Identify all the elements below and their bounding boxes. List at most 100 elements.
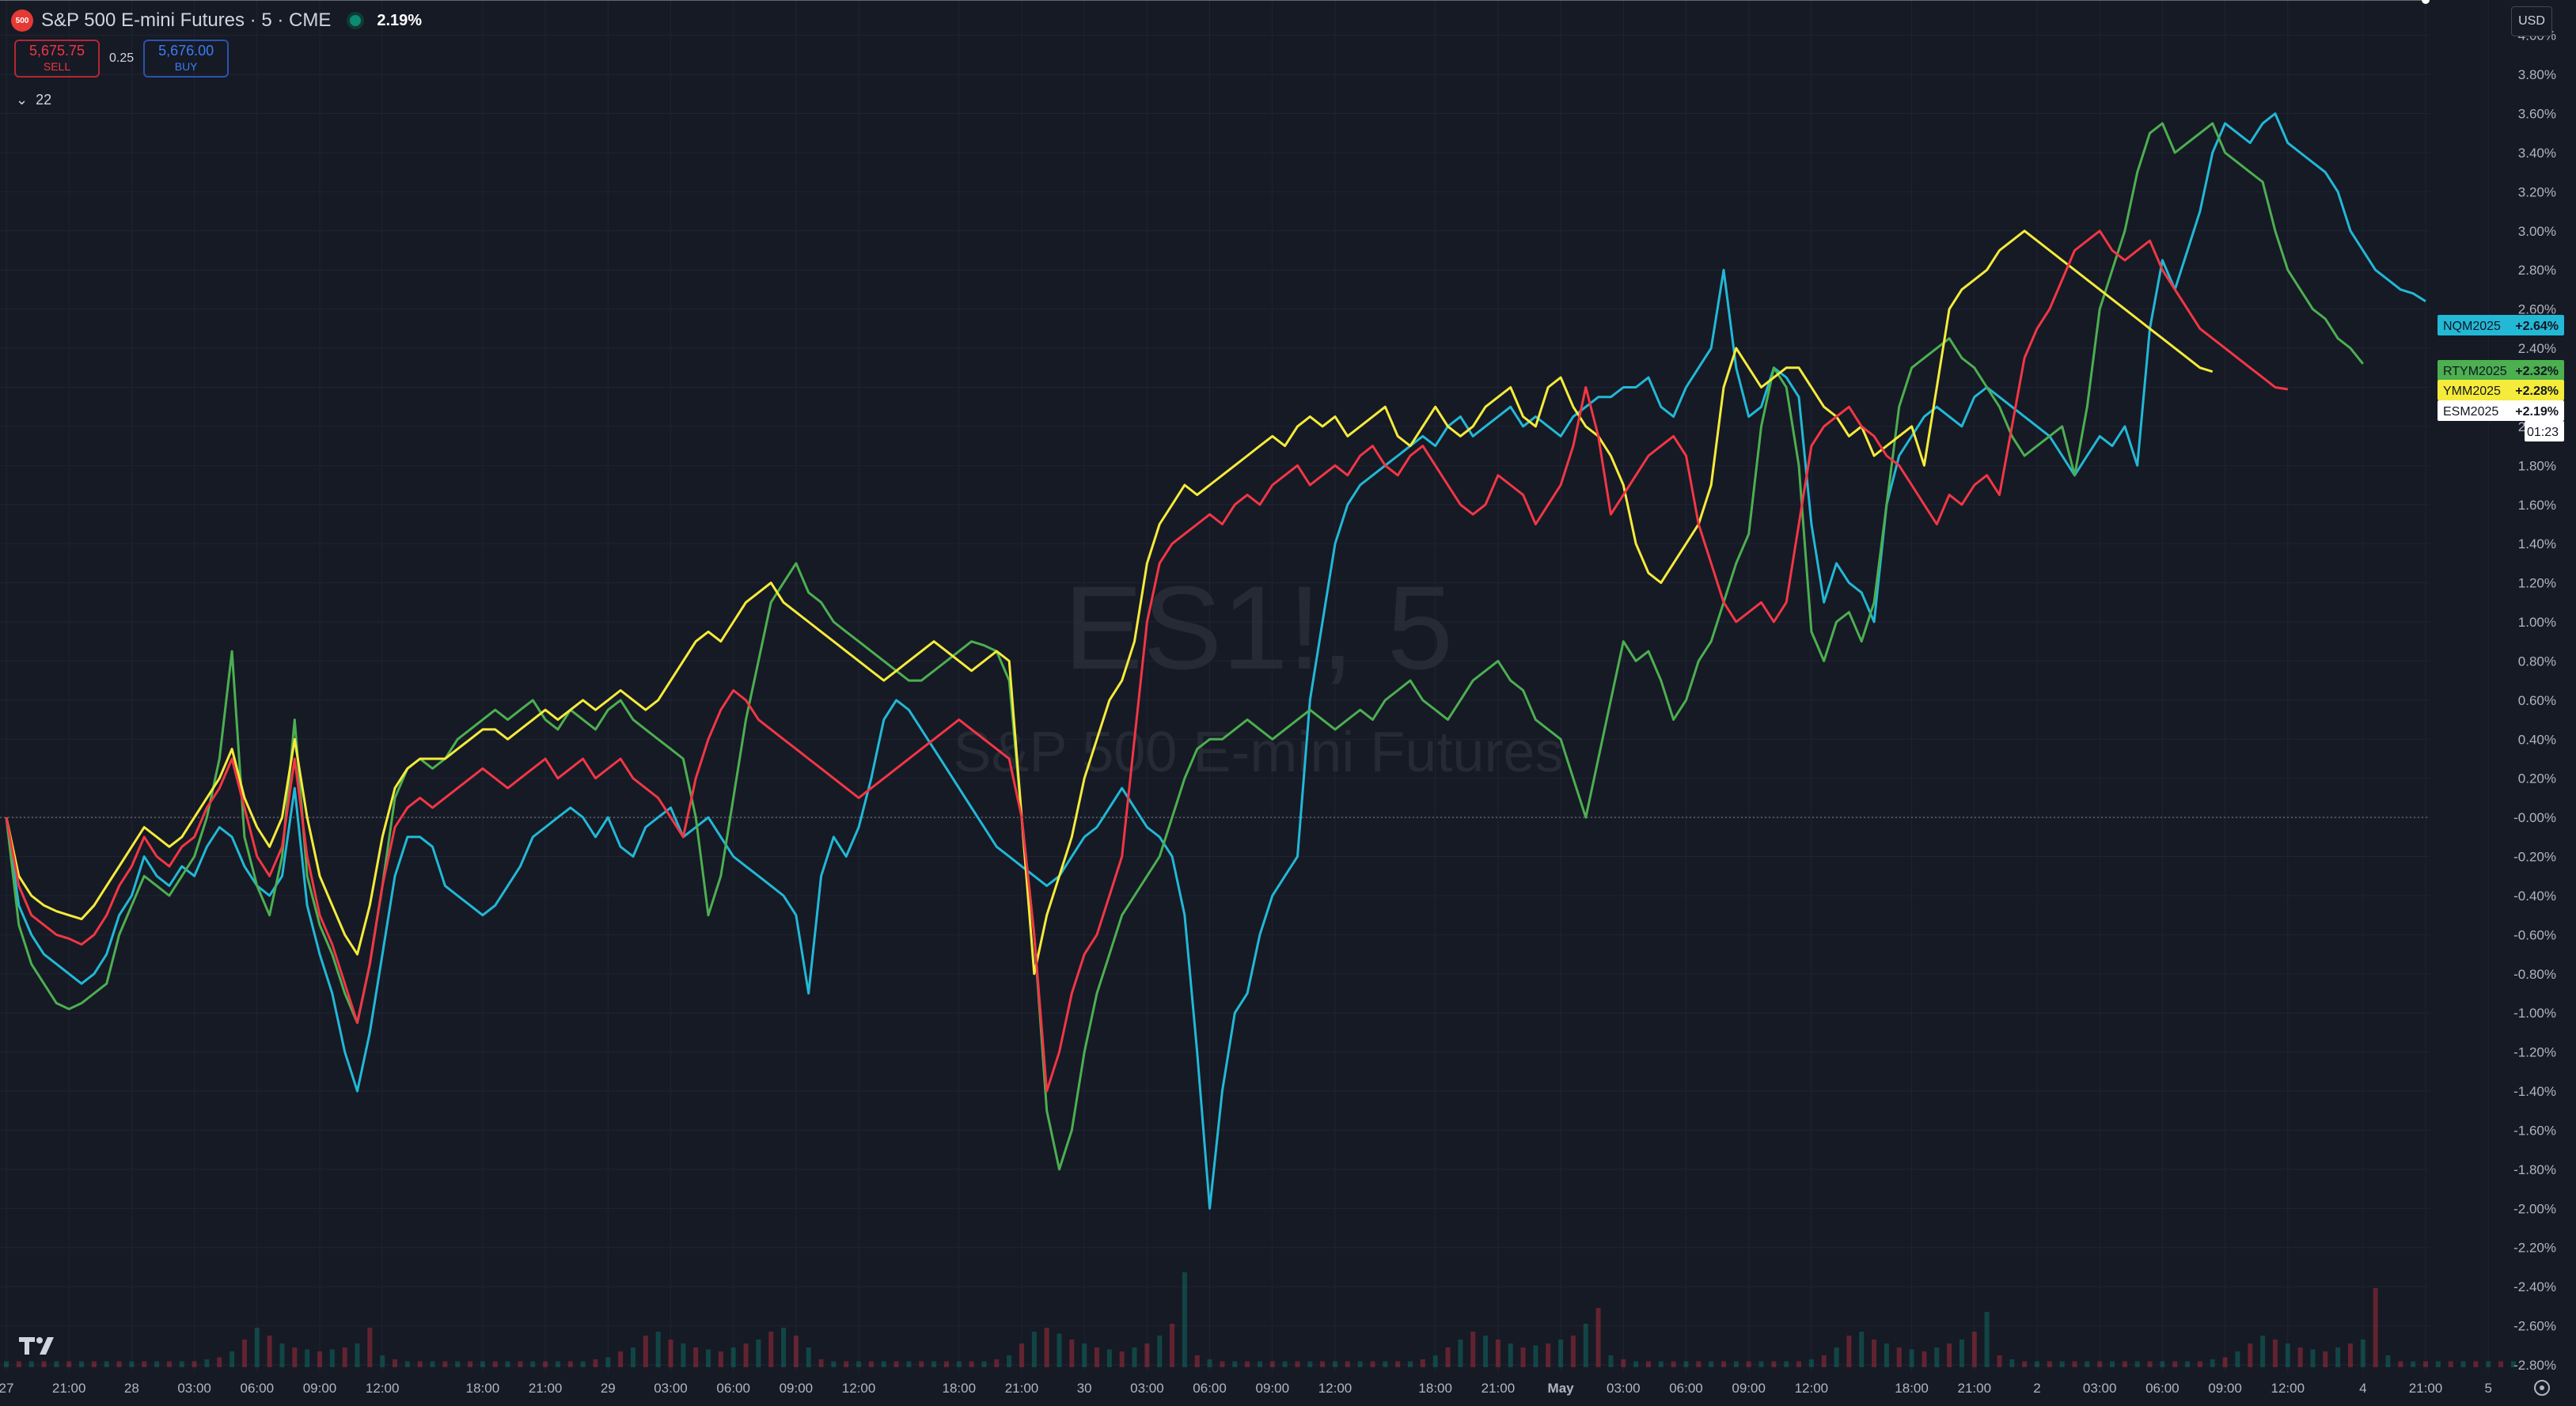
volume-bar [943, 1361, 949, 1367]
volume-bar [2486, 1361, 2491, 1367]
x-tick-label: 28 [124, 1381, 139, 1396]
volume-bar [530, 1361, 536, 1367]
volume-bar [41, 1361, 47, 1367]
volume-bar [393, 1359, 398, 1367]
volume-bar [2385, 1355, 2391, 1367]
x-tick-label: 06:00 [1669, 1381, 1703, 1396]
volume-bar [743, 1343, 749, 1367]
x-tick-label: 27 [0, 1381, 13, 1396]
buy-button[interactable]: 5,676.00 BUY [143, 40, 230, 78]
volume-bar [643, 1336, 648, 1367]
change-percent: 2.19% [377, 11, 423, 29]
y-tick-label: -1.60% [2513, 1123, 2556, 1138]
gear-center [2540, 1385, 2544, 1390]
series-name-label: RTYM2025 [2443, 365, 2507, 378]
y-tick-label: 0.20% [2518, 771, 2556, 786]
y-tick-label: -2.20% [2513, 1241, 2556, 1256]
indicators-toggle[interactable]: ⌄ 22 [16, 92, 51, 108]
x-tick-label: 12:00 [1318, 1381, 1352, 1396]
currency-selector[interactable]: USD [2511, 6, 2552, 36]
volume-bar [1357, 1361, 1363, 1367]
x-tick-label: 09:00 [1256, 1381, 1290, 1396]
volume-bar [555, 1361, 560, 1367]
x-tick-label: 06:00 [1193, 1381, 1227, 1396]
volume-bar [1220, 1361, 1225, 1367]
volume-bar [806, 1347, 811, 1367]
volume-bar [2110, 1361, 2115, 1367]
watermark-symbol: ES1!, 5 [1064, 561, 1453, 694]
x-tick-label: 12:00 [842, 1381, 876, 1396]
volume-bar [192, 1361, 197, 1367]
x-tick-label: 06:00 [241, 1381, 275, 1396]
y-tick-label: -1.80% [2513, 1162, 2556, 1177]
x-tick-label: 12:00 [2271, 1381, 2305, 1396]
volume-bar [2197, 1361, 2202, 1367]
countdown-bg [2525, 421, 2564, 442]
x-tick-label: 21:00 [1005, 1381, 1039, 1396]
volume-bar [2134, 1361, 2140, 1367]
volume-bar [543, 1361, 548, 1367]
y-tick-label: 0.40% [2518, 732, 2556, 747]
volume-bar [1420, 1359, 1425, 1367]
volume-bar [2072, 1361, 2077, 1367]
volume-bar [630, 1347, 635, 1367]
y-tick-label: -0.00% [2513, 810, 2556, 825]
volume-bar [455, 1361, 461, 1367]
market-status-icon[interactable] [347, 12, 365, 29]
volume-bar [468, 1361, 473, 1367]
buy-price: 5,676.00 [158, 43, 214, 59]
volume-bar [1934, 1347, 1940, 1367]
volume-bar [1069, 1340, 1075, 1367]
volume-bar [567, 1361, 573, 1367]
tradingview-logo-icon[interactable] [17, 1334, 60, 1358]
symbol-title[interactable]: S&P 500 E-mini Futures · 5 · CME [41, 9, 332, 31]
volume-bar [655, 1332, 661, 1367]
volume-bar [1119, 1351, 1125, 1367]
volume-bar [1796, 1361, 1802, 1367]
x-tick-label: 09:00 [780, 1381, 814, 1396]
series-value-label: +2.28% [2515, 385, 2559, 398]
volume-bar [329, 1349, 335, 1367]
y-tick-label: 2.40% [2518, 341, 2556, 356]
y-tick-label: -2.80% [2513, 1358, 2556, 1373]
y-tick-label: -2.60% [2513, 1319, 2556, 1334]
volume-bar [1984, 1312, 1990, 1367]
volume-bar [142, 1361, 147, 1367]
sell-label: SELL [43, 60, 71, 73]
volume-bar [2398, 1361, 2403, 1367]
volume-bar [2160, 1361, 2165, 1367]
series-label-esm2025: ESM2025 +2.19% 01:23 [2438, 400, 2564, 442]
volume-bar [79, 1361, 85, 1367]
x-tick-label: 18:00 [466, 1381, 500, 1396]
sell-price: 5,675.75 [28, 43, 85, 59]
volume-bar [1445, 1347, 1451, 1367]
y-tick-label: -0.80% [2513, 967, 2556, 982]
volume-bar [1583, 1324, 1588, 1367]
volume-bar [1696, 1361, 1702, 1367]
series-label-ymm2025: YMM2025 +2.28% [2438, 380, 2564, 400]
volume-bar [1645, 1361, 1651, 1367]
x-tick-label: 18:00 [1895, 1381, 1929, 1396]
volume-bar [4, 1361, 9, 1367]
sell-button[interactable]: 5,675.75 SELL [14, 40, 100, 78]
volume-bar [693, 1347, 699, 1367]
symbol-logo-icon: 500 [11, 9, 33, 32]
volume-bar [856, 1361, 862, 1367]
volume-bar [129, 1361, 135, 1367]
volume-bar [279, 1343, 285, 1367]
y-tick-label: 2.80% [2518, 263, 2556, 278]
y-tick-label: -2.00% [2513, 1201, 2556, 1216]
volume-bar [1470, 1332, 1476, 1367]
volume-bar [605, 1357, 611, 1367]
volume-bar [217, 1357, 222, 1367]
volume-bar [1808, 1359, 1814, 1367]
volume-bar [868, 1361, 874, 1367]
volume-bar [1683, 1361, 1689, 1367]
volume-bar [1546, 1343, 1551, 1367]
series-line-esm2025 [5, 229, 2289, 1093]
volume-bar [2085, 1361, 2090, 1367]
volume-bar [1771, 1361, 1777, 1367]
volume-bar [1784, 1361, 1789, 1367]
